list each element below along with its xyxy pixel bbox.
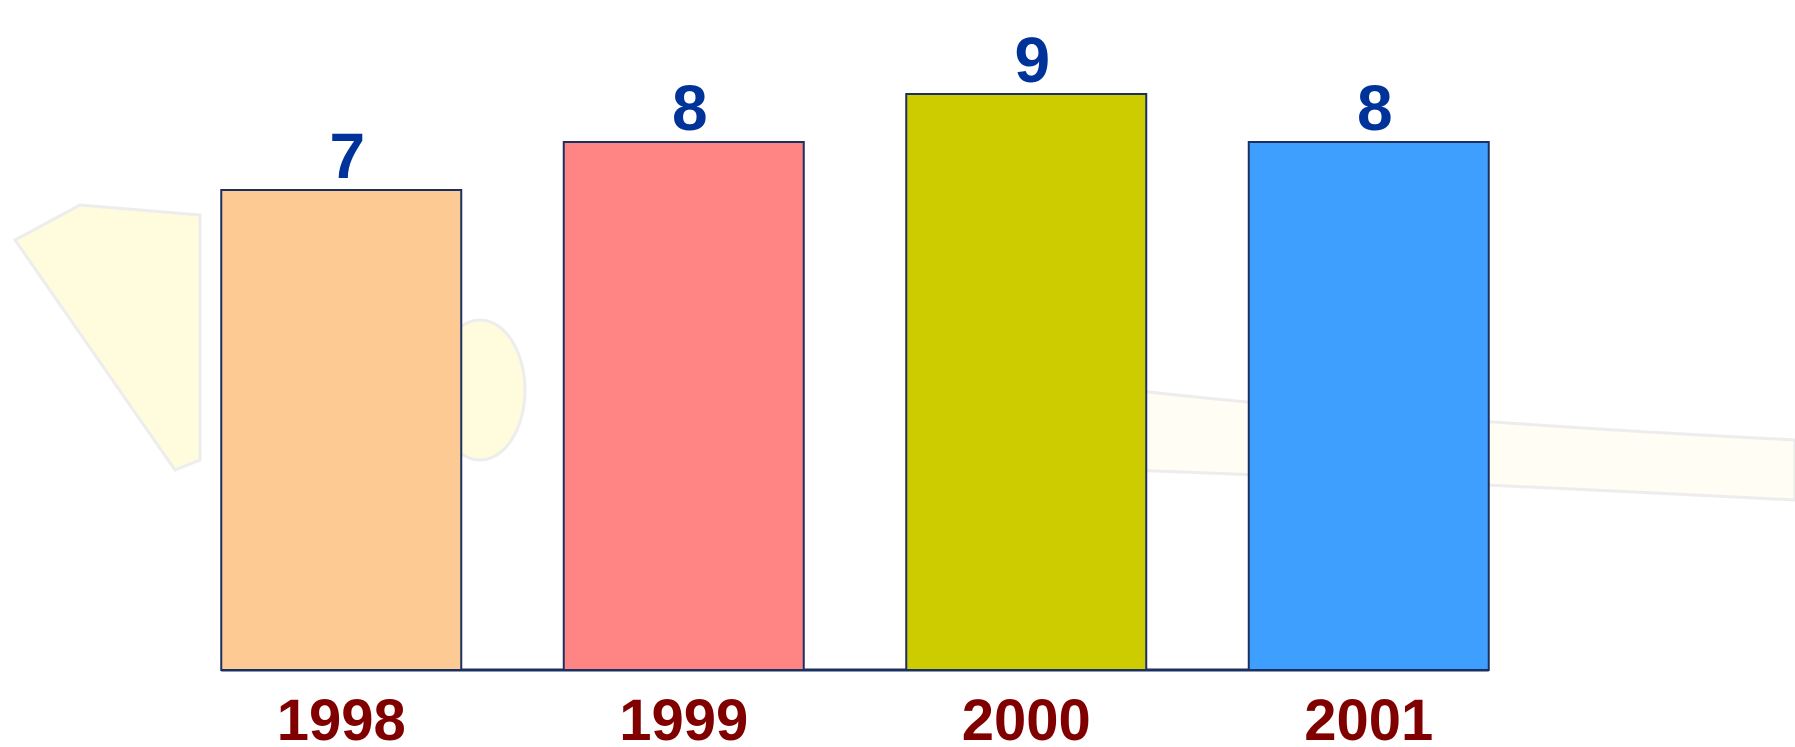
- value-label: 8: [1357, 72, 1393, 144]
- x-tick-label: 1998: [277, 688, 406, 747]
- x-tick-label: 1999: [619, 688, 748, 747]
- background-shape: [12, 203, 202, 472]
- value-label: 8: [672, 72, 708, 144]
- bar: [220, 189, 463, 671]
- x-tick-label: 2000: [962, 688, 1091, 747]
- value-label: 9: [1014, 24, 1050, 96]
- x-tick-label: 2001: [1304, 688, 1433, 747]
- value-label: 7: [329, 120, 365, 192]
- bar: [1247, 141, 1490, 671]
- bar: [905, 93, 1148, 671]
- bar: [562, 141, 805, 671]
